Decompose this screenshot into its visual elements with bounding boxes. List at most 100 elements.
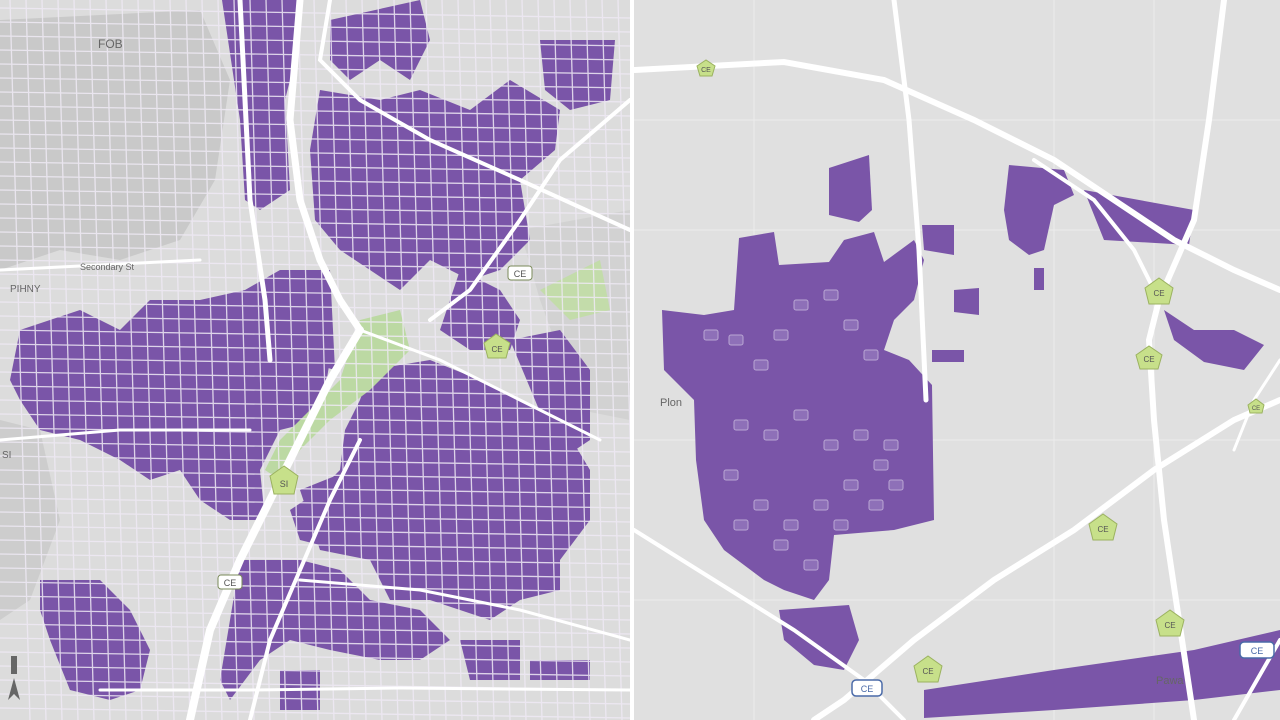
route-shield[interactable]: CE xyxy=(696,59,716,77)
park-area xyxy=(540,260,610,320)
highway xyxy=(186,326,364,720)
street-line xyxy=(0,119,630,131)
route-shield[interactable]: CE xyxy=(1155,609,1185,637)
street-line xyxy=(0,273,630,285)
highway xyxy=(358,328,602,442)
highway xyxy=(1145,0,1227,720)
building-footprint xyxy=(803,559,819,571)
building-footprint xyxy=(883,439,899,451)
highway xyxy=(317,0,630,232)
street-line xyxy=(617,0,630,456)
street-line xyxy=(585,0,607,720)
street-line xyxy=(0,301,630,313)
building-footprint xyxy=(753,359,769,371)
coverage-area xyxy=(10,270,330,520)
street-line xyxy=(0,553,630,565)
street-line xyxy=(0,371,630,383)
coverage-area xyxy=(922,225,954,255)
building-footprint xyxy=(868,499,884,511)
street-line xyxy=(377,0,399,720)
interstate-badge[interactable]: CE xyxy=(1239,641,1275,659)
street-line xyxy=(0,623,630,635)
svg-text:CE: CE xyxy=(1164,621,1175,630)
street-line xyxy=(521,0,543,720)
coverage-area xyxy=(1164,310,1264,370)
svg-text:CE: CE xyxy=(1251,646,1264,656)
route-shield[interactable]: CE xyxy=(507,265,533,281)
highway xyxy=(286,0,364,334)
building-footprint xyxy=(703,329,719,341)
route-shield[interactable]: SI xyxy=(269,465,299,495)
right-map-panel[interactable]: Plon Pawa CE CE CE CE CE xyxy=(634,0,1280,720)
coverage-area xyxy=(220,560,450,700)
street-line xyxy=(0,217,630,229)
edge-label: SI xyxy=(2,450,11,461)
street-line xyxy=(0,329,630,341)
coverage-area xyxy=(1034,268,1044,290)
street-line xyxy=(409,0,431,720)
highway xyxy=(0,258,202,272)
highway xyxy=(634,58,1280,293)
area-label: Plon xyxy=(660,397,682,409)
street-line xyxy=(0,539,630,551)
street-line xyxy=(0,287,630,299)
left-map-panel[interactable]: FOB Secondary St PIHNY SI CE CE SI CE xyxy=(0,0,630,720)
building-footprint xyxy=(733,519,749,531)
coverage-area xyxy=(540,40,615,110)
street-line xyxy=(0,7,630,19)
street-line xyxy=(441,0,463,720)
coverage-area xyxy=(330,0,430,80)
building-footprint xyxy=(873,459,889,471)
street-line xyxy=(0,105,630,117)
building-footprint xyxy=(833,519,849,531)
street-line xyxy=(297,0,319,720)
street-line xyxy=(0,609,630,621)
street-line xyxy=(0,189,630,201)
area-label: PIHNY xyxy=(10,284,41,295)
building-footprint xyxy=(823,439,839,451)
coverage-area xyxy=(932,350,964,362)
street-line xyxy=(489,0,511,720)
building-footprint xyxy=(793,409,809,421)
street-line xyxy=(0,385,630,397)
street-line xyxy=(41,0,63,720)
route-shield[interactable]: CE xyxy=(913,655,943,683)
north-arrow-icon xyxy=(8,656,20,700)
building-footprint xyxy=(843,479,859,491)
building-footprint xyxy=(773,539,789,551)
left-map-canvas[interactable]: FOB Secondary St PIHNY SI CE CE SI CE xyxy=(0,0,630,720)
street-line xyxy=(0,455,630,467)
building-footprint xyxy=(863,349,879,361)
street-line xyxy=(73,0,95,720)
route-shield[interactable]: CE xyxy=(1088,513,1118,541)
street-line xyxy=(313,0,335,720)
coverage-area xyxy=(829,155,872,222)
route-shield[interactable]: CE xyxy=(1247,398,1265,414)
street-line xyxy=(0,637,630,649)
coverage-area xyxy=(1004,165,1074,255)
building-footprint xyxy=(773,329,789,341)
route-shield[interactable]: CE xyxy=(217,574,243,590)
svg-text:CE: CE xyxy=(514,269,527,279)
highway xyxy=(298,578,630,642)
street-line xyxy=(0,315,630,327)
street-line xyxy=(0,63,630,75)
street-line xyxy=(361,0,383,720)
route-shield[interactable]: CE xyxy=(1135,345,1163,370)
route-shield[interactable]: CE xyxy=(1144,277,1174,305)
route-shield[interactable]: CE xyxy=(483,333,511,359)
street-line xyxy=(0,91,630,103)
right-map-canvas[interactable]: Plon Pawa CE CE CE CE CE xyxy=(634,0,1280,720)
building-footprint xyxy=(853,429,869,441)
building-footprint xyxy=(888,479,904,491)
street-line xyxy=(169,0,191,720)
street-line xyxy=(0,497,630,509)
interstate-badge[interactable]: CE xyxy=(851,679,883,697)
building-footprint xyxy=(723,469,739,481)
street-line xyxy=(0,413,630,425)
coverage-area xyxy=(954,288,979,315)
svg-text:CE: CE xyxy=(1097,525,1108,534)
highway xyxy=(428,98,630,322)
street-line xyxy=(0,441,630,453)
road-label: Pawa xyxy=(1156,675,1184,687)
